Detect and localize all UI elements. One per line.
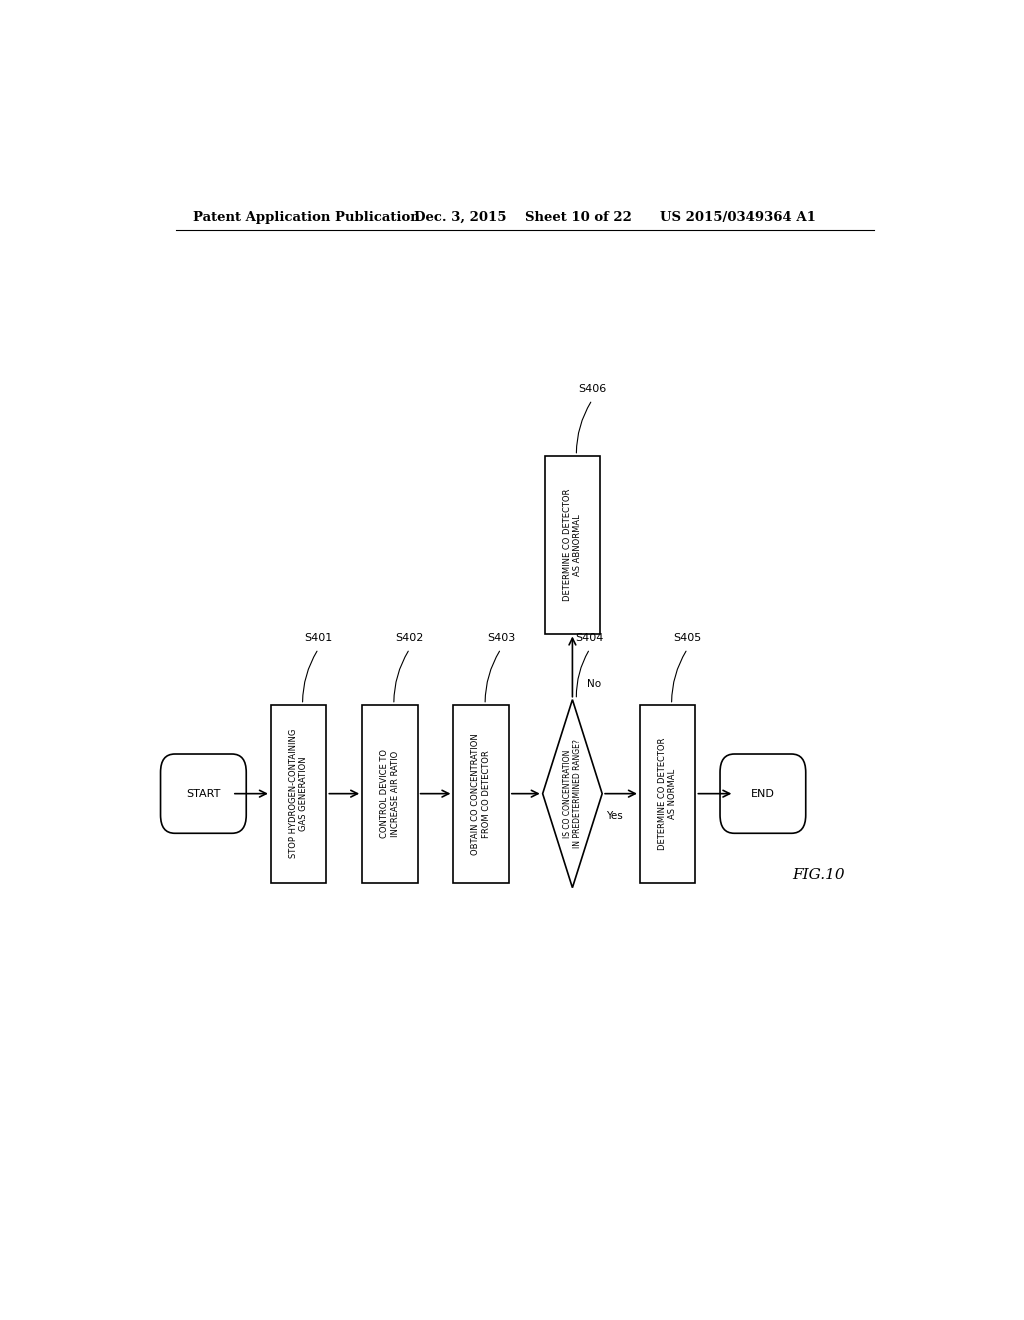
FancyBboxPatch shape (362, 705, 418, 883)
Text: OBTAIN CO CONCENTRATION
FROM CO DETECTOR: OBTAIN CO CONCENTRATION FROM CO DETECTOR (471, 733, 490, 854)
Text: S401: S401 (304, 632, 333, 643)
FancyBboxPatch shape (720, 754, 806, 833)
Text: No: No (587, 680, 601, 689)
Text: STOP HYDROGEN-CONTAINING
GAS GENERATION: STOP HYDROGEN-CONTAINING GAS GENERATION (289, 729, 308, 858)
Text: IS CO CONCENTRATION
IN PREDETERMINED RANGE?: IS CO CONCENTRATION IN PREDETERMINED RAN… (563, 739, 582, 847)
Text: S404: S404 (575, 632, 604, 643)
Text: S402: S402 (395, 632, 424, 643)
Text: DETERMINE CO DETECTOR
AS ABNORMAL: DETERMINE CO DETECTOR AS ABNORMAL (563, 488, 582, 601)
Text: DETERMINE CO DETECTOR
AS NORMAL: DETERMINE CO DETECTOR AS NORMAL (658, 738, 677, 850)
Text: START: START (186, 788, 220, 799)
FancyBboxPatch shape (640, 705, 695, 883)
Text: Sheet 10 of 22: Sheet 10 of 22 (524, 211, 632, 224)
FancyBboxPatch shape (545, 455, 600, 634)
FancyBboxPatch shape (161, 754, 246, 833)
Polygon shape (543, 700, 602, 887)
Text: S406: S406 (579, 384, 606, 393)
Text: US 2015/0349364 A1: US 2015/0349364 A1 (659, 211, 815, 224)
Text: S403: S403 (486, 632, 515, 643)
Text: Patent Application Publication: Patent Application Publication (194, 211, 420, 224)
FancyBboxPatch shape (454, 705, 509, 883)
Text: S405: S405 (674, 632, 701, 643)
Text: FIG.10: FIG.10 (793, 869, 845, 882)
Text: END: END (751, 788, 775, 799)
Text: CONTROL DEVICE TO
INCREASE AIR RATIO: CONTROL DEVICE TO INCREASE AIR RATIO (380, 750, 399, 838)
FancyBboxPatch shape (270, 705, 327, 883)
Text: Yes: Yes (606, 810, 623, 821)
Text: Dec. 3, 2015: Dec. 3, 2015 (414, 211, 506, 224)
